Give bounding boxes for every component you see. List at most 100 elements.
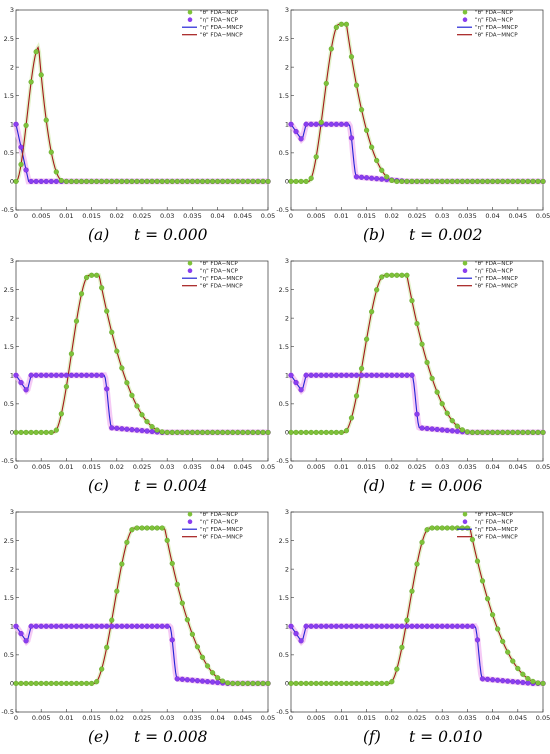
legend-label: "θ" FDA−MNCP — [475, 535, 518, 541]
theta-ncp-point — [469, 178, 476, 185]
theta-ncp-point — [495, 626, 501, 632]
theta-ncp-point — [28, 79, 34, 85]
y-tick-label: 2.5 — [279, 35, 289, 43]
theta-ncp-point — [78, 680, 85, 687]
legend-swatch — [187, 260, 193, 266]
x-tick-label: 0.02 — [110, 714, 124, 722]
y-tick-label: -0.5 — [1, 708, 14, 716]
theta-ncp-point — [194, 644, 201, 650]
eta-ncp-point — [414, 411, 420, 417]
eta-ncp-point — [83, 623, 90, 629]
theta-ncp-point — [154, 427, 160, 433]
eta-ncp-point — [399, 623, 405, 629]
theta-ncp-point — [38, 429, 44, 436]
y-tick-label: 1.5 — [4, 343, 14, 351]
theta-ncp-point — [454, 178, 460, 185]
eta-ncp-point — [343, 121, 350, 127]
theta-ncp-point — [530, 678, 536, 685]
legend-label: "θ" FDA−NCP — [475, 261, 513, 267]
x-tick-label: 0.03 — [160, 463, 174, 471]
x-tick-label: 0.02 — [110, 463, 124, 471]
x-tick-label: 0.005 — [307, 714, 326, 722]
eta-ncp-point — [343, 623, 350, 629]
theta-ncp-point — [323, 680, 329, 687]
y-tick-label: 0.5 — [279, 149, 289, 157]
theta-halo — [16, 526, 268, 686]
eta-ncp-point — [43, 623, 49, 629]
eta-ncp-point — [78, 372, 85, 378]
x-tick-label: 0.03 — [160, 212, 174, 220]
eta-ncp-point — [479, 676, 486, 682]
legend-swatch — [462, 511, 468, 517]
theta-ncp-point — [58, 411, 64, 417]
theta-ncp-point — [469, 536, 476, 543]
x-tick-label: 0.015 — [82, 212, 101, 220]
eta-ncp-point — [520, 679, 526, 686]
theta-ncp-point — [409, 178, 415, 185]
theta-ncp-point — [119, 365, 125, 371]
theta-ncp-point — [389, 177, 395, 184]
y-tick-label: 1 — [10, 622, 14, 630]
theta-ncp-point — [33, 680, 39, 687]
theta-ncp-point — [439, 401, 445, 407]
theta-ncp-point — [333, 24, 339, 30]
theta-ncp-point — [104, 308, 110, 314]
eta-ncp-point — [374, 372, 380, 378]
theta-ncp-point — [358, 107, 365, 113]
theta-ncp-point — [28, 680, 34, 687]
eta-ncp-point — [109, 623, 115, 629]
legend-swatch — [462, 17, 468, 23]
theta-ncp-point — [389, 272, 395, 278]
theta-ncp-point — [189, 429, 196, 436]
theta-ncp-point — [215, 675, 221, 681]
legend-label: "θ" FDA−NCP — [200, 261, 238, 267]
legend-label: "θ" FDA−MNCP — [200, 33, 243, 39]
eta-ncp-point — [394, 623, 400, 629]
eta-ncp-point — [68, 372, 75, 378]
eta-ncp-point — [119, 426, 125, 432]
theta-ncp-point — [164, 178, 170, 185]
theta-ncp-point — [520, 671, 526, 677]
theta-ncp-point — [68, 680, 75, 687]
theta-ncp-point — [469, 429, 476, 436]
eta-ncp-point — [28, 623, 34, 629]
panel-caption-label: (f) — [363, 728, 381, 746]
x-tick-label: 0.02 — [110, 212, 124, 220]
eta-ncp-point — [48, 372, 54, 378]
theta-ncp-point — [220, 178, 226, 185]
legend: "θ" FDA−NCP "η" FDA−NCP"η" FDA−MNCP "θ" FD… — [182, 511, 243, 541]
legend-label: "η" FDA−MNCP — [200, 276, 243, 282]
eta-ncp-point — [363, 623, 370, 629]
theta-ncp-point — [490, 429, 496, 436]
theta-ncp-point — [419, 341, 425, 347]
theta-ncp-point — [114, 178, 120, 185]
theta-ncp-point — [179, 600, 185, 606]
y-tick-label: 2.5 — [4, 537, 14, 545]
theta-ncp-point — [429, 375, 435, 382]
x-tick-label: 0.015 — [357, 714, 376, 722]
eta-halo — [13, 121, 271, 185]
x-tick-label: 0.035 — [183, 463, 202, 471]
eta-ncp-point — [38, 178, 44, 185]
theta-ncp-point — [363, 127, 370, 133]
y-tick-label: 2 — [10, 63, 14, 71]
theta-ncp-point — [515, 178, 521, 185]
y-tick-label: 1.5 — [279, 343, 289, 351]
eta-ncp-point — [53, 178, 59, 185]
theta-ncp-point — [318, 429, 324, 436]
y-tick-label: 0.5 — [279, 651, 289, 659]
theta-ncp-point — [454, 423, 460, 429]
theta-ncp-point — [94, 679, 100, 685]
eta-ncp-point — [484, 676, 491, 682]
theta-ncp-point — [48, 429, 54, 436]
theta-ncp-point — [174, 178, 180, 185]
chart-panel: 0 0.005 0.01 0.015 0.02 0.025 0.03 0.035 0.04 0.0… — [1, 508, 275, 746]
theta-ncp-point — [313, 154, 319, 160]
y-tick-label: 0.5 — [4, 149, 14, 157]
theta-ncp-point — [358, 365, 365, 372]
y-tick-label: 1 — [10, 120, 14, 128]
legend-label: "η" FDA−MNCP — [200, 25, 243, 31]
eta-ncp-point — [114, 425, 120, 431]
eta-ncp-point — [43, 372, 49, 378]
